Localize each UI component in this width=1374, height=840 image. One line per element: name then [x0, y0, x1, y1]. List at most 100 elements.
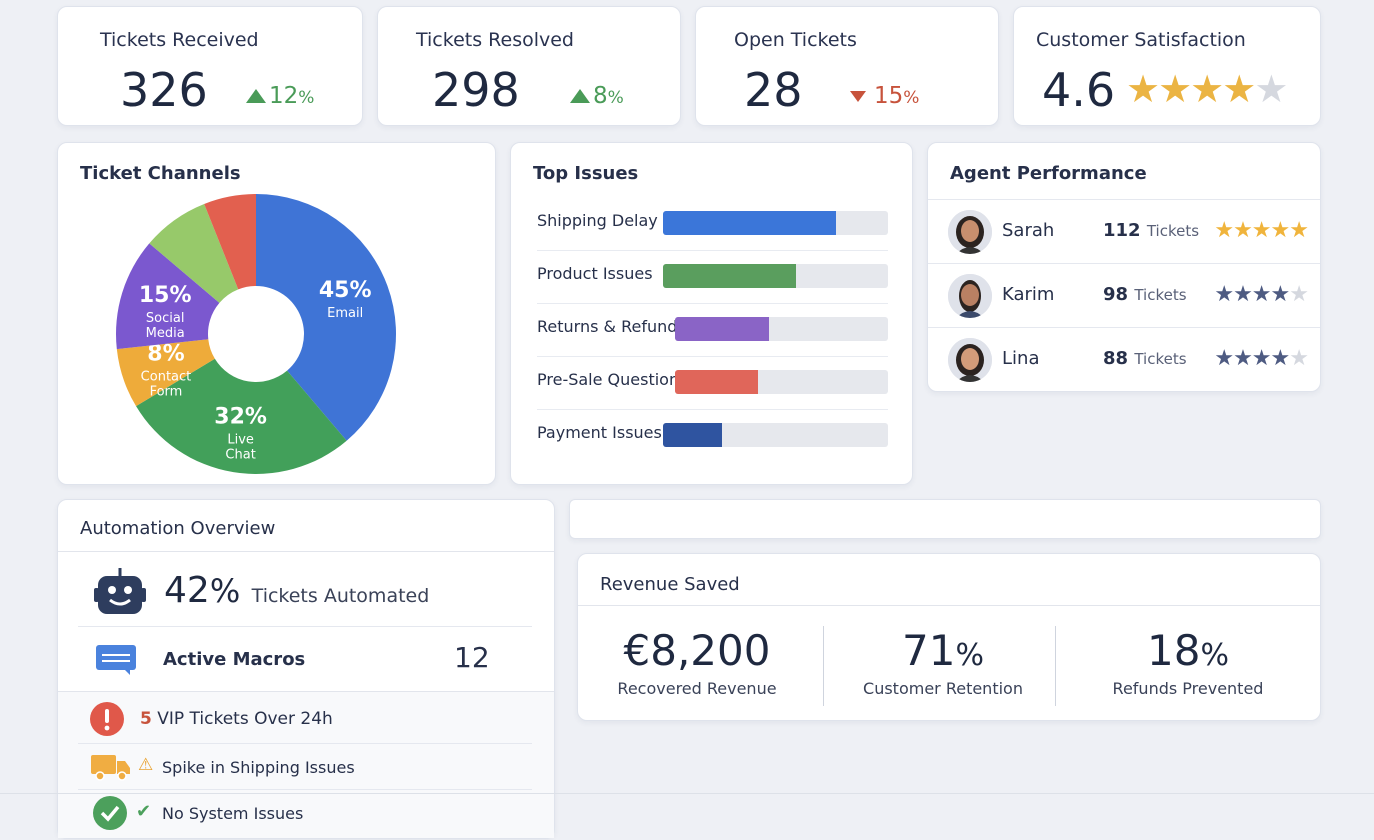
issue-row: Shipping Delay — [537, 199, 888, 251]
agent-rating: ★★★★★ — [1214, 218, 1309, 243]
star-icon: ★ — [1254, 67, 1288, 111]
automation-overview-card: Automation Overview 42% Tickets Automate… — [57, 499, 555, 839]
donut-slice[interactable] — [204, 194, 256, 290]
rating-stars: ★★★★★ — [1126, 67, 1288, 111]
alert-text: 5 VIP Tickets Over 24h — [140, 709, 333, 729]
issue-bar-track — [663, 423, 888, 447]
star-icon: ★ — [1251, 346, 1272, 371]
agent-ticket-count: 88 Tickets — [1103, 348, 1187, 369]
issue-row: Returns & Refunds — [537, 305, 888, 357]
issue-bar-track — [663, 264, 888, 288]
agent-ticket-count: 98 Tickets — [1103, 284, 1187, 305]
agent-name: Karim — [1002, 284, 1055, 305]
star-icon: ★ — [1233, 346, 1253, 371]
agent-ticket-count: 112 Tickets — [1103, 220, 1200, 241]
section-title: Revenue Saved — [600, 574, 740, 595]
kpi-value: 4.6 — [1042, 63, 1116, 117]
star-icon: ★ — [1214, 282, 1234, 307]
donut-slice[interactable] — [116, 243, 220, 350]
revenue-saved-card: Revenue Saved €8,200 Recovered Revenue 71… — [577, 553, 1321, 721]
alert-text: No System Issues — [162, 804, 304, 823]
star-icon: ★ — [1233, 282, 1253, 307]
kpi-tickets-resolved: Tickets Resolved 298 8% — [377, 6, 681, 126]
issue-bar-track — [675, 317, 888, 341]
empty-panel — [569, 499, 1321, 539]
slice-percent-label: 45% — [319, 278, 372, 303]
star-icon: ★ — [1289, 282, 1309, 307]
kpi-title: Customer Satisfaction — [1036, 29, 1246, 51]
star-icon: ★ — [1222, 67, 1256, 111]
kpi-tickets-received: Tickets Received 326 12% — [57, 6, 363, 126]
top-issues-card: Top Issues Shipping Delay Product Issues R… — [510, 142, 913, 485]
star-icon: ★ — [1158, 67, 1192, 111]
robot-icon — [94, 568, 146, 614]
donut-slice[interactable] — [116, 339, 215, 407]
slice-percent-label: 8% — [147, 341, 184, 366]
issue-bar-track — [663, 211, 888, 235]
slice-name-label: Email — [327, 306, 363, 321]
divider — [1055, 626, 1056, 706]
star-icon: ★ — [1270, 282, 1291, 307]
agent-rating: ★★★★★ — [1214, 346, 1309, 371]
kpi-title: Open Tickets — [734, 29, 857, 51]
agent-row[interactable]: Karim 98 Tickets ★★★★★ — [928, 263, 1320, 327]
automation-rate: 42% Tickets Automated — [164, 570, 430, 611]
section-title: Top Issues — [533, 163, 639, 184]
active-macros-row: Active Macros 12 — [78, 627, 532, 691]
slice-percent-label: 32% — [214, 405, 267, 430]
automation-rate-row: 42% Tickets Automated — [78, 552, 532, 627]
kpi-value: 326 — [120, 63, 208, 117]
issue-bar-fill — [675, 370, 759, 394]
slice-name-label: Media — [146, 326, 185, 341]
kpi-value: 298 — [432, 63, 520, 117]
donut-slice[interactable] — [136, 358, 347, 475]
alert-vip-tickets[interactable]: 5 VIP Tickets Over 24h — [78, 692, 532, 744]
slice-name-label: Contact — [141, 369, 192, 384]
star-icon: ★ — [1233, 218, 1253, 243]
slice-name-label: Form — [150, 384, 183, 399]
section-title: Ticket Channels — [80, 163, 241, 184]
kpi-delta: 12% — [246, 83, 314, 109]
kpi-delta: 8% — [570, 83, 624, 109]
star-icon: ★ — [1289, 346, 1309, 371]
slice-name-label: Chat — [225, 448, 255, 463]
star-icon: ★ — [1289, 218, 1309, 243]
avatar — [948, 274, 992, 318]
agent-name: Lina — [1002, 348, 1040, 369]
kpi-title: Tickets Received — [100, 29, 259, 51]
kpi-customer-satisfaction: Customer Satisfaction 4.6 ★★★★★ — [1013, 6, 1321, 126]
kpi-value: 28 — [744, 63, 803, 117]
issue-label: Payment Issues — [537, 423, 662, 442]
kpi-title: Tickets Resolved — [416, 29, 574, 51]
agent-row[interactable]: Sarah 112 Tickets ★★★★★ — [928, 199, 1320, 263]
revenue-metric: 18% Refunds Prevented — [1112, 626, 1264, 698]
star-icon: ★ — [1190, 67, 1224, 111]
slice-name-label: Live — [227, 433, 254, 448]
ticket-channels-card: Ticket Channels 45% Email 32% Live Chat 8% Con… — [57, 142, 496, 485]
issue-bar-fill — [675, 317, 769, 341]
issue-bar-fill — [663, 423, 722, 447]
agent-row[interactable]: Lina 88 Tickets ★★★★★ — [928, 327, 1320, 391]
section-title: Agent Performance — [950, 163, 1147, 184]
section-title: Automation Overview — [80, 518, 276, 539]
issue-label: Product Issues — [537, 264, 653, 283]
issue-bar-fill — [663, 264, 796, 288]
alert-system-status[interactable]: ✔ No System Issues — [78, 790, 532, 840]
check-circle-icon — [93, 796, 127, 830]
donut-slice[interactable] — [256, 194, 397, 441]
star-icon: ★ — [1270, 218, 1291, 243]
issue-row: Payment Issues — [537, 411, 888, 463]
donut-slice[interactable] — [149, 203, 239, 303]
star-icon: ★ — [1214, 346, 1234, 371]
issue-bar-track — [675, 370, 888, 394]
star-icon: ★ — [1251, 282, 1272, 307]
alert-shipping-spike[interactable]: ⚠ Spike in Shipping Issues — [78, 744, 532, 790]
agent-rating: ★★★★★ — [1214, 282, 1309, 307]
issue-row: Pre-Sale Questions — [537, 358, 888, 410]
star-icon: ★ — [1251, 218, 1272, 243]
agent-name: Sarah — [1002, 220, 1055, 241]
issue-label: Shipping Delay — [537, 211, 658, 230]
slice-name-label: Social — [146, 311, 185, 326]
alert-icon — [90, 702, 124, 736]
